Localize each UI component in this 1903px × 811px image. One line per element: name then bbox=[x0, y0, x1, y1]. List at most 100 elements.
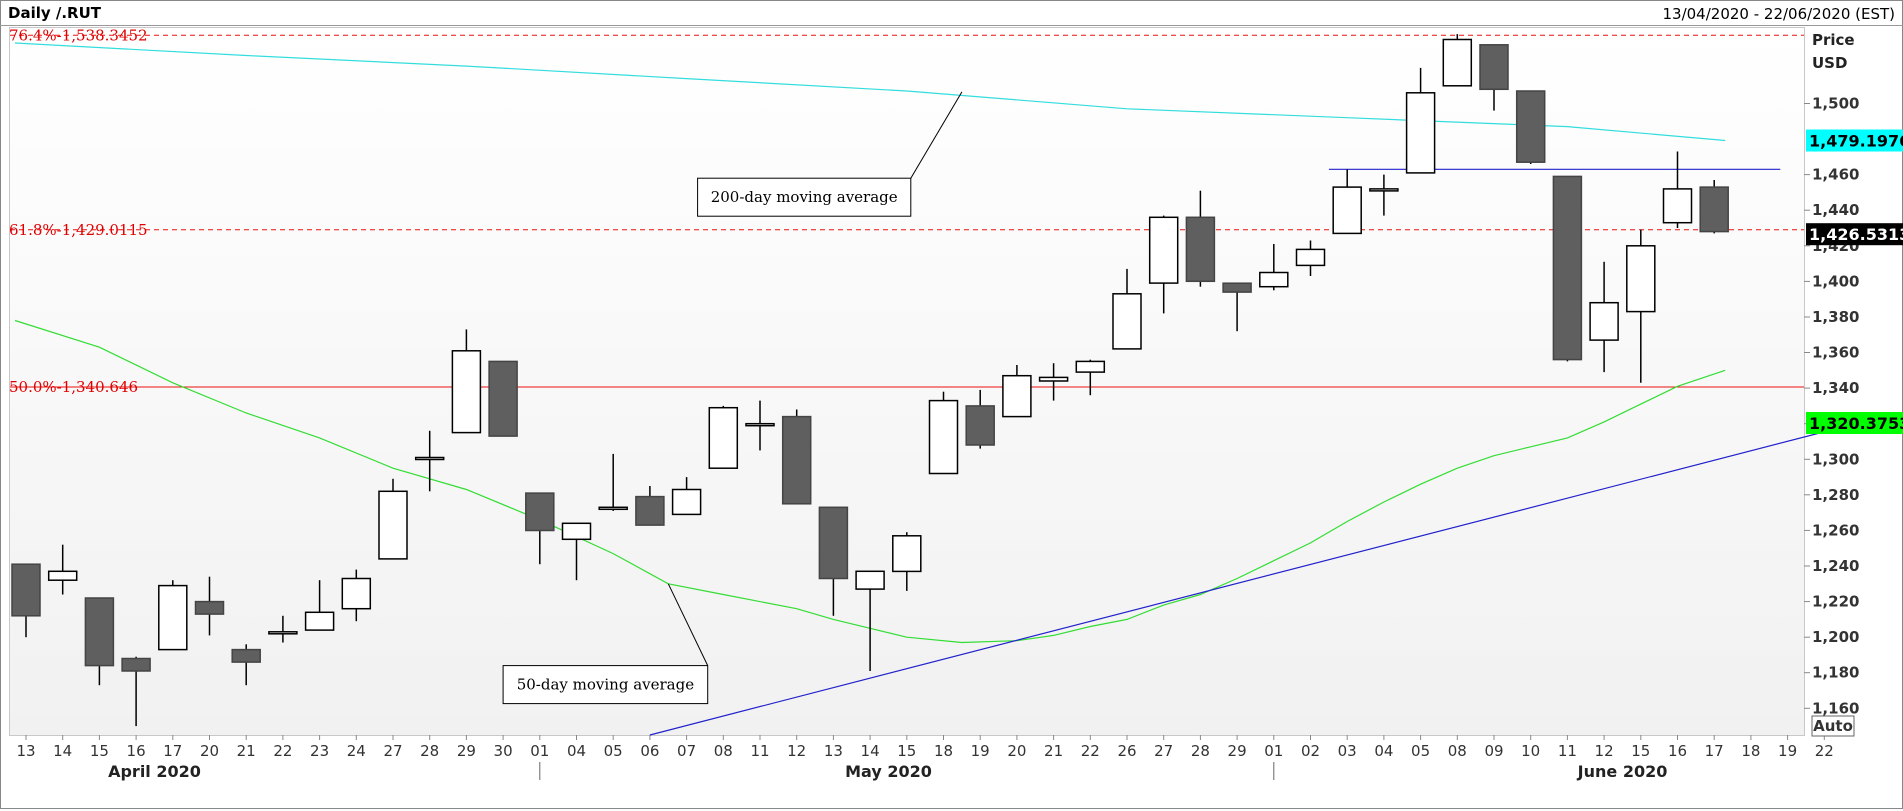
annotation-leader bbox=[667, 583, 709, 666]
candle-down bbox=[1185, 190, 1216, 287]
candle-down bbox=[965, 389, 995, 449]
plot-layer: 1,160 1,180 1,200 1,220 1,240 1,260 1,280 1,300… bbox=[9, 26, 1903, 781]
candle-body bbox=[708, 406, 739, 469]
candle-body bbox=[598, 506, 628, 511]
candle-up bbox=[1332, 169, 1362, 235]
candle-body bbox=[47, 570, 78, 581]
candle-body bbox=[525, 492, 555, 532]
x-tick-label: 19 bbox=[971, 742, 990, 760]
candle-body bbox=[1259, 271, 1289, 288]
candle-body bbox=[341, 577, 372, 610]
x-tick-label: 23 bbox=[310, 742, 329, 760]
candle-body bbox=[1185, 216, 1216, 283]
price-tag bbox=[1806, 129, 1903, 152]
candle-up bbox=[928, 391, 959, 475]
candle-body bbox=[268, 631, 298, 635]
candle-body bbox=[855, 570, 885, 590]
candle-body bbox=[378, 490, 408, 560]
candle-body bbox=[1369, 188, 1399, 192]
candle-body bbox=[1442, 38, 1473, 87]
x-tick-label: 22 bbox=[1081, 742, 1100, 760]
price-axis-label: Price bbox=[1812, 31, 1855, 49]
x-tick-label: 17 bbox=[163, 742, 182, 760]
x-tick-label: 13 bbox=[16, 742, 35, 760]
x-tick-label: 29 bbox=[1228, 742, 1247, 760]
candle-body bbox=[1075, 360, 1106, 373]
candle-body bbox=[1515, 90, 1546, 163]
annotation-leader bbox=[910, 91, 963, 179]
trendline-line bbox=[649, 428, 1836, 736]
candle-body bbox=[635, 495, 665, 526]
annotation-box bbox=[697, 177, 912, 217]
x-tick-label: 14 bbox=[53, 742, 72, 760]
candle-body bbox=[1222, 282, 1252, 293]
x-tick-label: 06 bbox=[640, 742, 659, 760]
candle-down bbox=[84, 597, 115, 686]
y-tick-label: 1,280 bbox=[1812, 486, 1859, 504]
x-tick-label: 08 bbox=[714, 742, 733, 760]
x-tick-label: 20 bbox=[1007, 742, 1026, 760]
fibonacci-level-label: 50.0%-1,340.646 bbox=[9, 378, 138, 396]
candle-down bbox=[1552, 175, 1583, 362]
x-tick-label: 26 bbox=[1117, 742, 1136, 760]
candle-up bbox=[378, 478, 408, 560]
200-day-moving-average-line bbox=[14, 42, 1726, 142]
x-tick-label: 27 bbox=[383, 742, 402, 760]
candle-up bbox=[855, 570, 885, 671]
50-day-moving-average-line bbox=[14, 319, 1726, 644]
candle-down bbox=[231, 644, 261, 686]
auto-scale-label: Auto bbox=[1813, 717, 1853, 735]
candle-body bbox=[231, 648, 261, 663]
candle-up bbox=[268, 615, 298, 643]
candle-body bbox=[1662, 188, 1693, 224]
candle-body bbox=[84, 597, 115, 667]
candle-down bbox=[121, 656, 151, 727]
candle-up bbox=[892, 532, 922, 591]
currency-axis-label: USD bbox=[1812, 54, 1847, 72]
annotation-label: 50-day moving average bbox=[517, 676, 695, 694]
candle-up bbox=[414, 430, 445, 492]
candle-up bbox=[158, 580, 188, 651]
x-tick-label: 20 bbox=[200, 742, 219, 760]
x-tick-label: 21 bbox=[237, 742, 256, 760]
x-tick-label: 24 bbox=[347, 742, 366, 760]
candle-up bbox=[304, 580, 335, 631]
x-tick-label: 29 bbox=[457, 742, 476, 760]
candle-up bbox=[1295, 240, 1326, 276]
y-tick-label: 1,180 bbox=[1812, 664, 1859, 682]
candle-body bbox=[158, 584, 188, 651]
candle-body bbox=[414, 456, 445, 461]
candle-up bbox=[1112, 268, 1142, 350]
candle-down bbox=[818, 506, 849, 616]
candle-body bbox=[1332, 186, 1362, 235]
candle-down bbox=[1479, 44, 1509, 111]
candle-up bbox=[451, 329, 482, 434]
x-tick-label: 01 bbox=[530, 742, 549, 760]
x-tick-label: 28 bbox=[1191, 742, 1210, 760]
y-tick-label: 1,340 bbox=[1812, 379, 1859, 397]
candle-down bbox=[488, 360, 518, 437]
candle-up bbox=[1442, 34, 1473, 87]
x-tick-label: 17 bbox=[1705, 742, 1724, 760]
x-tick-label: 08 bbox=[1448, 742, 1467, 760]
candle-body bbox=[965, 405, 995, 446]
x-tick-label: 13 bbox=[824, 742, 843, 760]
x-tick-label: 02 bbox=[1301, 742, 1320, 760]
x-tick-label: 22 bbox=[1815, 742, 1834, 760]
price-tag bbox=[1806, 412, 1903, 434]
candle-body bbox=[1626, 245, 1656, 313]
candle-down bbox=[781, 409, 812, 505]
candle-body bbox=[1002, 374, 1032, 418]
candle-body bbox=[1552, 175, 1583, 361]
chart-title: Daily /.RUT bbox=[8, 4, 102, 22]
x-tick-label: 01 bbox=[1264, 742, 1283, 760]
auto-scale-button[interactable] bbox=[1811, 715, 1855, 737]
candle-body bbox=[781, 415, 812, 505]
price-tag-label: 1,479.1976 bbox=[1809, 132, 1903, 151]
candle-body bbox=[11, 563, 41, 617]
candle-up bbox=[708, 405, 739, 469]
x-tick-label: 12 bbox=[787, 742, 806, 760]
candle-body bbox=[194, 600, 225, 615]
candle-body bbox=[1405, 92, 1436, 174]
y-tick-label: 1,360 bbox=[1812, 344, 1859, 362]
